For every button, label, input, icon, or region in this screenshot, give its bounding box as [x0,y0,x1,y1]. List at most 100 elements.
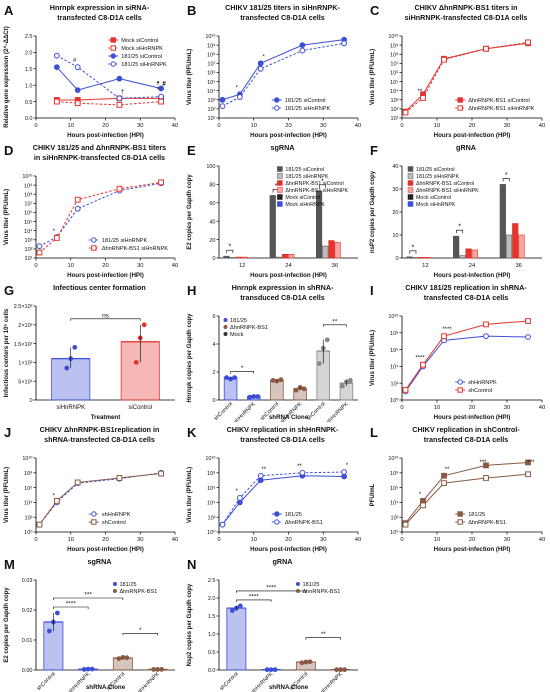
y-tick-label: 5×10¹ [18,379,32,385]
data-point [74,205,81,212]
data-point [257,60,264,67]
significance-mark: * [157,82,160,88]
panel-letter: L [370,425,378,440]
data-point [151,667,157,672]
data-point [274,378,280,384]
chart-title-line: transfected C8-D1A cells [57,13,141,22]
legend-label: Mock siControl [416,195,451,201]
data-point [81,667,87,672]
legend-label: Mock [230,332,244,338]
legend-label: 181/25 [119,582,136,588]
panel-letter: G [4,283,14,298]
data-point [89,666,95,672]
y-axis-label: Virus titer (PFU/mL) [4,467,10,523]
data-point [116,475,123,481]
data-point [158,470,164,477]
legend-label: ΔhnRNPK-BS1 [285,520,323,526]
data-point [402,521,409,528]
x-tick-label: 20 [469,405,475,411]
data-point [525,39,531,46]
data-point [141,322,147,328]
panel-g: G Infectious center formation 0 5×10¹ 1×10² 1… [0,280,183,422]
bar [465,248,472,259]
x-tick-label: 12 [239,263,245,269]
data-point [255,394,261,399]
significance-mark: *** [84,592,92,599]
legend-label: Mock siHnRNPK [285,202,325,208]
data-point [299,42,306,49]
y-tick-label: 10⁰ [207,529,216,536]
significance-mark: ns [102,312,110,319]
bar [322,245,329,259]
chart-title-line: CHIKV 181/25 replication in shRNA- [405,283,527,292]
significance-mark: * [157,82,160,88]
significance-bracket [236,590,307,593]
data-point [299,469,306,476]
panel-b: B CHIKV 181/25 titers in siHnRNPK-transfe… [183,0,366,140]
x-tick-label: 40 [539,123,545,129]
legend-marker [91,519,97,525]
significance-mark: **** [266,584,277,591]
panel-letter: N [187,557,196,572]
data-point [483,462,489,469]
data-point [340,383,345,389]
significance-mark: *** [527,460,535,466]
significance-bracket [409,250,417,254]
legend-marker [223,318,228,322]
panel-letter: D [4,143,13,158]
y-tick-label: 10⁶ [390,347,398,354]
x-tick-label: siControl [128,405,152,411]
significance-mark: * [53,493,56,499]
x-tick-label: 40 [355,123,361,129]
panel-j: J CHIKV ΔhnRNPK-BS1replication in shRNA-tr… [0,422,183,554]
y-tick-label: 10⁷ [390,61,398,68]
x-tick-label: shHnRNPK [326,401,350,422]
panel-i: I CHIKV 181/25 replication in shRNA-trans… [366,280,550,422]
significance-mark: * [157,88,160,94]
data-point [74,87,81,94]
y-tick-label: 10⁵ [207,79,215,86]
y-tick-label: 10⁴ [390,364,399,371]
data-point [441,472,447,479]
legend-marker [91,511,97,517]
data-point [53,498,60,504]
y-tick-label: 10⁸ [24,191,32,198]
data-point [74,196,81,203]
y-tick-label: 0.02 [22,608,33,614]
y-tick-label: 0.01 [22,638,33,644]
data-point [224,375,229,380]
data-point [483,321,489,328]
bar [223,255,230,259]
y-tick-label: 1.5×10² [14,342,33,348]
legend-marker [112,582,117,586]
bar [288,254,295,259]
x-axis-label: shRNA Clone [269,414,309,421]
y-tick-label: 10⁰ [390,529,399,536]
data-point [158,98,164,105]
data-point [229,608,235,613]
x-tick-label: 20 [285,537,291,543]
legend-label: 181/25 [468,512,485,518]
x-axis-label: Hours post-infection (HPI) [67,272,144,279]
y-tick-label: 80 [209,183,215,189]
y-axis-label: Relative gene expression (2^-ΔΔCt) [4,26,10,128]
y-tick-label: 10¹⁰ [205,33,216,40]
chart-svg-j: J CHIKV ΔhnRNPK-BS1replication inshRNA-tr… [4,425,178,553]
y-tick-label: 10³ [25,238,33,244]
y-tick-label: 10⁴ [207,88,216,95]
y-tick-label: 0.5 [208,650,216,656]
series-line [222,42,345,107]
significance-bracket [230,371,255,374]
x-tick-label: 0 [400,405,403,411]
chart-svg-h: H Hnrnpk expression in shRNA-transduced C… [187,283,358,422]
y-tick-label: 10¹⁰ [388,455,399,462]
y-axis-label: Virus titer (PFU/mL) [4,189,10,245]
data-point [53,64,60,71]
chart-svg-l: L CHIKV replication in shControl-transfec… [370,425,545,553]
legend-marker [295,582,300,586]
panel-d: D CHIKV 181/25 and ΔhnRNPK-BS1 titers in s… [0,140,183,280]
data-point [257,65,264,72]
